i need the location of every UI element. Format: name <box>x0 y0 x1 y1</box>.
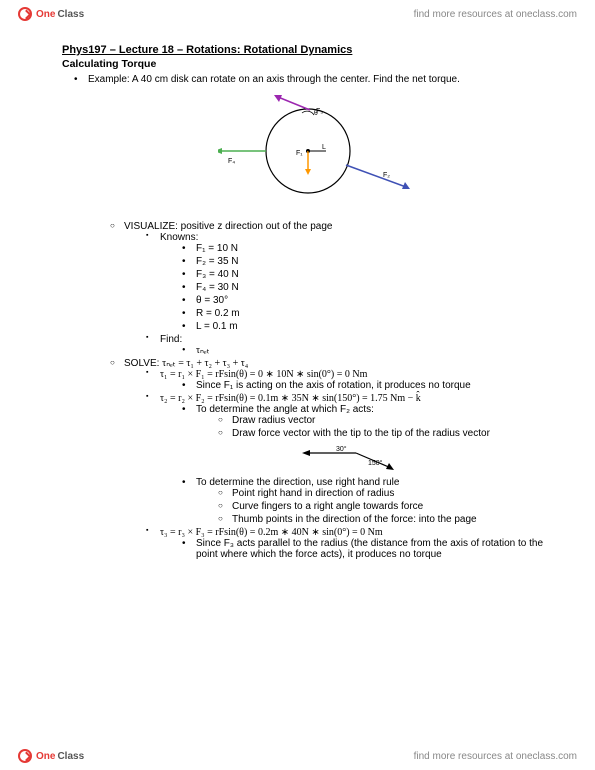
tau2-angle: To determine the angle at which F₂ acts:… <box>182 404 555 473</box>
circle-diagram: θ F₁ F₂ F₃ F₄ L <box>218 93 418 213</box>
tau1-item: τ₁ = r₁ × F₁ = rFsin(θ) = 0 ∗ 10N ∗ sin(… <box>146 369 555 391</box>
tau1-note: Since F₁ is acting on the axis of rotati… <box>182 380 555 391</box>
find-label: Find: <box>160 334 182 345</box>
document-body: Phys197 – Lecture 18 – Rotations: Rotati… <box>62 44 555 562</box>
tau2-eq: τ₂ = r₂ × F₂ = rFsin(θ) = 0.1m ∗ 35N ∗ s… <box>160 393 421 404</box>
page-header: OneClass find more resources at oneclass… <box>0 0 595 28</box>
solve-equation: τₙₑₜ = τ₁ + τ₂ + τ₃ + τ₄ <box>162 358 248 369</box>
tau2-dir-label: To determine the direction, use right ha… <box>196 477 399 488</box>
tau3-item: τ₃ = r₃ × F₃ = rFsin(θ) = 0.2m ∗ 40N ∗ s… <box>146 527 555 560</box>
tau2-angle-label: To determine the angle at which F₂ acts: <box>196 404 374 415</box>
solve-item: SOLVE: τₙₑₜ = τ₁ + τ₂ + τ₃ + τ₄ τ₁ = r₁ … <box>110 358 555 560</box>
example-text: Example: A 40 cm disk can rotate on an a… <box>88 74 460 85</box>
find-item: Find: τₙₑₜ <box>146 334 555 356</box>
tau2-item: τ₂ = r₂ × F₂ = rFsin(θ) = 0.1m ∗ 35N ∗ s… <box>146 393 555 525</box>
svg-text:F₂: F₂ <box>383 172 390 179</box>
logo-icon-footer <box>18 749 32 763</box>
logo-icon <box>18 7 32 21</box>
page-footer: OneClass find more resources at oneclass… <box>0 742 595 770</box>
brand-class: Class <box>57 9 84 20</box>
example-bullet: Example: A 40 cm disk can rotate on an a… <box>74 74 555 560</box>
svg-text:150°: 150° <box>368 459 383 467</box>
solve-label: SOLVE: <box>124 358 162 369</box>
known-f1: F₁ = 10 N <box>182 243 555 254</box>
tau2-dir-step2: Curve fingers to a right angle towards f… <box>218 501 555 512</box>
svg-text:F₄: F₄ <box>228 158 235 165</box>
svg-text:F₃: F₃ <box>316 108 323 115</box>
angle-diagram: 30° 150° <box>296 443 416 473</box>
knowns-item: Knowns: F₁ = 10 N F₂ = 35 N F₃ = 40 N F₄… <box>146 232 555 332</box>
tau1-eq: τ₁ = r₁ × F₁ = rFsin(θ) = 0 ∗ 10N ∗ sin(… <box>160 369 367 380</box>
header-tagline[interactable]: find more resources at oneclass.com <box>414 9 577 20</box>
known-theta: θ = 30° <box>182 295 555 306</box>
known-l: L = 0.1 m <box>182 321 555 332</box>
brand-logo-footer: OneClass <box>18 749 84 763</box>
svg-text:30°: 30° <box>336 445 347 453</box>
footer-tagline[interactable]: find more resources at oneclass.com <box>414 751 577 762</box>
tau3-note: Since F₃ acts parallel to the radius (th… <box>182 538 555 560</box>
svg-text:L: L <box>322 144 326 151</box>
tau2-angle-step2: Draw force vector with the tip to the ti… <box>218 428 555 439</box>
knowns-label: Knowns: <box>160 232 198 243</box>
tau2-dir-step1: Point right hand in direction of radius <box>218 488 555 499</box>
tau2-dir-step3: Thumb points in the direction of the for… <box>218 514 555 525</box>
known-f4: F₄ = 30 N <box>182 282 555 293</box>
brand-one-footer: One <box>36 751 55 762</box>
find-value: τₙₑₜ <box>182 345 555 356</box>
lecture-title: Phys197 – Lecture 18 – Rotations: Rotati… <box>62 44 555 56</box>
tau2-angle-step1: Draw radius vector <box>218 415 555 426</box>
tau2-direction: To determine the direction, use right ha… <box>182 477 555 525</box>
known-r: R = 0.2 m <box>182 308 555 319</box>
svg-text:F₁: F₁ <box>296 150 303 157</box>
brand-one: One <box>36 9 55 20</box>
known-f2: F₂ = 35 N <box>182 256 555 267</box>
brand-class-footer: Class <box>57 751 84 762</box>
visualize-item: VISUALIZE: positive z direction out of t… <box>110 221 555 356</box>
visualize-text: VISUALIZE: positive z direction out of t… <box>124 221 332 232</box>
section-subtitle: Calculating Torque <box>62 58 555 70</box>
tau3-eq: τ₃ = r₃ × F₃ = rFsin(θ) = 0.2m ∗ 40N ∗ s… <box>160 527 383 538</box>
brand-logo: OneClass <box>18 7 84 21</box>
known-f3: F₃ = 40 N <box>182 269 555 280</box>
